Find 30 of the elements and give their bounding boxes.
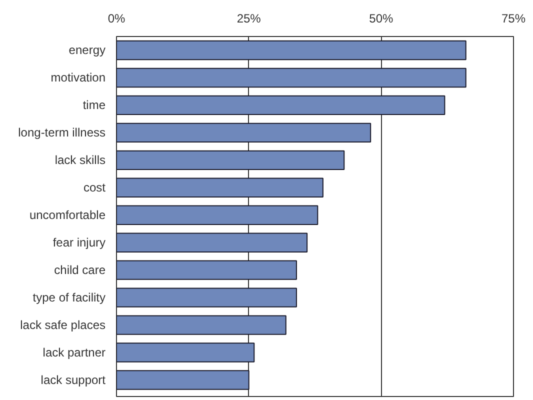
y-tick-label: fear injury: [52, 236, 106, 250]
y-tick-label: time: [82, 98, 106, 112]
y-tick-label: lack skills: [54, 153, 106, 168]
y-tick-label: energy: [68, 43, 106, 58]
bar: [116, 315, 286, 335]
bar: [116, 232, 308, 252]
y-tick-label: type of facility: [32, 290, 106, 305]
y-tick-label: uncomfortable: [29, 208, 106, 222]
y-tick-label: long-term illness: [18, 126, 106, 140]
x-tick-label: 50%: [369, 12, 394, 26]
x-tick-label: 0%: [108, 12, 126, 26]
y-tick-label: child care: [54, 263, 106, 278]
x-tick-label: 25%: [236, 12, 262, 26]
bar: [116, 40, 466, 60]
y-tick-label: cost: [83, 180, 106, 195]
bar: [116, 205, 318, 225]
bar: [116, 342, 255, 362]
bar: [116, 178, 324, 198]
bar: [116, 122, 372, 143]
bar: [116, 370, 250, 390]
y-tick-label: motivation: [50, 70, 106, 85]
bar: [116, 150, 345, 170]
bar: [116, 68, 466, 88]
x-tick-label: 75%: [501, 12, 526, 26]
bar: [116, 260, 297, 280]
y-tick-label: lack safe places: [20, 318, 106, 332]
bar: [116, 288, 297, 308]
y-tick-label: lack partner: [42, 346, 106, 360]
bar: [116, 95, 446, 116]
y-tick-label: lack support: [40, 373, 106, 388]
